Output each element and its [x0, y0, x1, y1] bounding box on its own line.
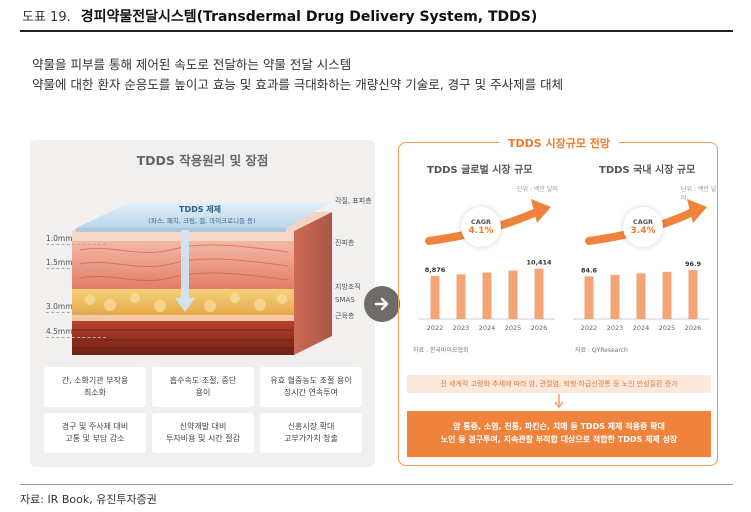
growth-driver-line: 노인 등 경구투여, 지속관찰 부적합 대상으로 적합한 TDDS 제제 성장: [440, 435, 678, 444]
x-tick-label: 2023: [453, 324, 470, 332]
benefit-card: 신흥시장 확대 고부가가치 창출: [260, 413, 362, 453]
skin-cross-section-illustration: TDDS 제제 (파스, 패치, 크림, 겔, 마이크로니들 등): [72, 202, 332, 355]
market-outlook-panel: TDDS 시장규모 전망 TDDS 글로벌 시장 규모 TDDS 국내 시장 규…: [398, 133, 718, 466]
figure-title: 경피약물전달시스템(Transdermal Drug Delivery Syst…: [80, 9, 538, 25]
penetration-arrow-shaft: [181, 230, 189, 300]
x-tick-label: 2023: [607, 324, 624, 332]
figure-number: 도표 19.: [22, 10, 71, 25]
data-label: 10,414: [526, 259, 552, 267]
market-outlook-title-tab: TDDS 시장규모 전망: [499, 133, 619, 152]
formulation-subtitle: (파스, 패치, 크림, 겔, 마이크로니들 등): [148, 216, 255, 225]
depth-label: 3.0mm: [46, 302, 73, 311]
growth-driver-line: 암 통증, 소염, 진통, 파킨슨, 치매 등 TDDS 제제 적용증 확대: [453, 422, 665, 432]
benefit-card: 유효 혈중농도 조절 용이 장시간 연속투여: [260, 367, 362, 407]
bar: [430, 276, 440, 319]
mechanism-panel: TDDS 작용원리 및 장점: [30, 140, 375, 467]
data-label: 96.9: [685, 260, 702, 268]
layer-label: 진피층: [335, 239, 355, 247]
intro-line-2: 약물에 대한 환자 순응도를 높이고 효능 및 효과를 극대화하는 개량신약 기…: [32, 77, 564, 92]
global-market-bar-chart: 2022 8,876 2023 2024 2025 2026 10,414: [419, 259, 555, 332]
x-tick-label: 2022: [581, 324, 598, 332]
x-tick-label: 2026: [531, 324, 548, 332]
footer-divider: [20, 484, 733, 485]
growth-drivers-box: 암 통증, 소염, 진통, 파킨슨, 치매 등 TDDS 제제 적용증 확대 노…: [407, 411, 711, 457]
bar: [508, 270, 518, 319]
bar: [534, 268, 544, 319]
data-label: 84.6: [581, 266, 598, 274]
bar: [636, 273, 646, 319]
benefits-grid: 간, 소화기관 부작용 최소화 흡수속도 조절, 중단 용이 유효 혈중농도 조…: [44, 367, 362, 453]
domestic-chart-source: 자료 : QYResearch: [575, 347, 628, 354]
depth-label: 1.0mm: [46, 234, 73, 243]
market-outlook-title: TDDS 시장규모 전망: [507, 136, 611, 150]
benefit-card: 간, 소화기관 부작용 최소화: [44, 367, 146, 407]
depth-line: [46, 337, 106, 338]
cagr-value: 4.1%: [468, 226, 494, 236]
data-label: 8,876: [425, 266, 446, 274]
next-arrow-icon: [364, 286, 400, 322]
aging-trend-note: 전 세계적 고령화 추세에 따라 암, 관절염, 퇴행·하급신경통 등 노인 만…: [407, 375, 711, 393]
cagr-label: CAGR: [470, 218, 492, 226]
x-tick-label: 2025: [505, 324, 522, 332]
domestic-market-bar-chart: 2022 84.6 2023 2024 2025 2026 96.9: [573, 260, 709, 332]
x-tick-label: 2025: [659, 324, 676, 332]
smas-layer: [72, 315, 294, 321]
global-chart-unit: 단위 : 백만 달러: [517, 186, 558, 193]
mechanism-panel-title: TDDS 작용원리 및 장점: [136, 153, 269, 168]
layer-label: 근육층: [335, 312, 355, 320]
benefit-card: 신약개발 대비 투자비용 및 시간 절감: [152, 413, 254, 453]
domestic-cagr-badge: CAGR 3.4%: [623, 207, 663, 247]
layer-label: SMAS: [335, 296, 355, 304]
penetration-arrow-head: [175, 298, 195, 312]
domestic-chart-title: TDDS 국내 시장 규모: [599, 165, 696, 176]
source-note: 자료: IR Book, 유진투자증권: [20, 493, 157, 506]
global-chart-title: TDDS 글로벌 시장 규모: [427, 165, 533, 176]
layer-label: 각질, 표피층: [335, 197, 372, 205]
layer-label: 지방조직: [335, 283, 361, 291]
formulation-title: TDDS 제제: [179, 204, 221, 214]
bar: [456, 274, 466, 319]
benefit-card: 경구 및 주사제 대비 고통 및 부담 감소: [44, 413, 146, 453]
depth-line: [46, 268, 106, 269]
depth-label: 4.5mm: [46, 327, 73, 336]
tdds-patch-surface: [76, 202, 332, 228]
bar: [482, 272, 492, 319]
down-arrow-icon: [554, 394, 564, 408]
domestic-chart-unit: 단위 : 백만 달러: [681, 186, 717, 202]
depth-line: [46, 244, 106, 245]
bar: [662, 271, 672, 319]
muscle-layer: [72, 321, 294, 355]
x-tick-label: 2024: [633, 324, 650, 332]
benefit-card: 흡수속도 조절, 중단 용이: [152, 367, 254, 407]
bar: [688, 270, 698, 319]
x-tick-label: 2024: [479, 324, 496, 332]
global-cagr-badge: CAGR 4.1%: [461, 207, 501, 247]
global-chart-source: 자료 : 한국바이오협회: [413, 347, 469, 354]
figure-header: 도표 19. 경피약물전달시스템(Transdermal Drug Delive…: [22, 6, 537, 28]
x-tick-label: 2026: [685, 324, 702, 332]
title-divider: [20, 30, 733, 32]
depth-label: 1.5mm: [46, 258, 73, 267]
cagr-label: CAGR: [632, 218, 654, 226]
bar: [584, 276, 594, 319]
bar: [610, 274, 620, 319]
intro-line-1: 약물을 피부를 통해 제어된 속도로 전달하는 약물 전달 시스템: [32, 57, 352, 72]
depth-line: [46, 312, 106, 313]
x-tick-label: 2022: [427, 324, 444, 332]
cagr-value: 3.4%: [630, 226, 656, 236]
